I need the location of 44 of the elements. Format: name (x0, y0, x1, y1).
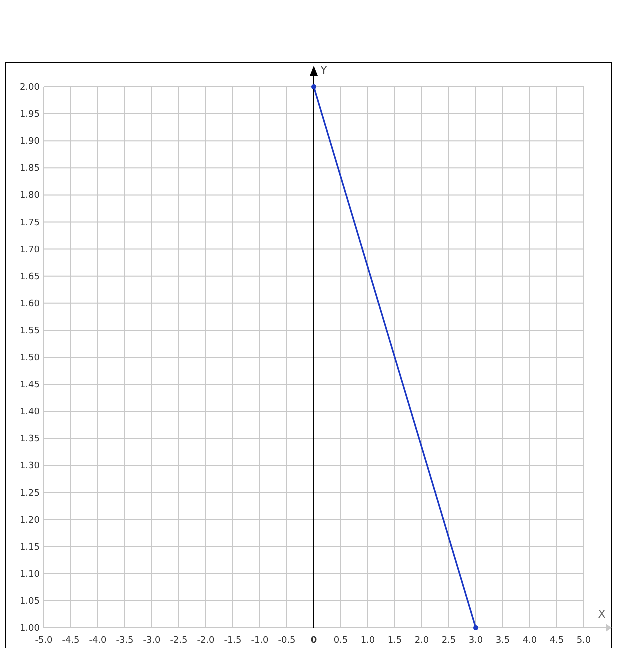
x-tick-label: -3.0 (143, 636, 162, 646)
x-tick-label: 0 (310, 636, 318, 646)
y-tick-label: 1.00 (20, 624, 40, 634)
y-tick-label: 1.75 (20, 218, 40, 228)
y-tick-label: 1.85 (20, 164, 40, 174)
x-tick-label: 4.0 (522, 636, 538, 646)
x-tick-label: -1.5 (224, 636, 242, 646)
x-tick-label: -1.0 (251, 636, 270, 646)
x-tick-label: 2.0 (414, 636, 430, 646)
y-tick-label: 1.60 (20, 299, 40, 310)
y-tick-label: 1.35 (20, 434, 40, 445)
x-tick-label: 2.5 (442, 636, 456, 646)
x-tick-label: -2.5 (170, 636, 188, 646)
x-tick-label: -0.5 (278, 636, 296, 646)
y-tick-label: 1.30 (20, 462, 40, 472)
y-tick-label: 1.25 (20, 488, 40, 499)
y-tick-label: 1.15 (20, 542, 40, 553)
x-tick-label: 0.5 (334, 636, 348, 646)
y-tick-label: 1.05 (20, 596, 40, 607)
x-tick-label: 1.5 (388, 636, 402, 646)
x-tick-label: 5.0 (576, 636, 592, 646)
y-tick-label: 1.50 (20, 354, 40, 364)
y-tick-label: 1.65 (20, 272, 40, 282)
x-tick-label: -3.5 (116, 636, 134, 646)
y-tick-label: 1.20 (20, 516, 40, 526)
x-axis-title: X (598, 608, 606, 621)
y-tick-label: 1.45 (20, 380, 40, 391)
y-tick-label: 2.00 (20, 83, 40, 93)
x-tick-label: -5.0 (35, 636, 54, 646)
y-tick-label: 1.95 (20, 110, 40, 120)
x-tick-label: -4.5 (62, 636, 80, 646)
x-tick-label: -4.0 (89, 636, 108, 646)
y-tick-label: 1.70 (20, 245, 40, 256)
x-tick-label: 3.0 (468, 636, 484, 646)
y-axis-title: Y (320, 64, 328, 77)
y-tick-label: 1.90 (20, 137, 40, 148)
x-tick-label: -2.0 (197, 636, 216, 646)
y-tick-label: 1.40 (20, 408, 40, 418)
x-tick-label: 3.5 (496, 636, 510, 646)
y-tick-label: 1.10 (20, 570, 40, 580)
y-tick-label: 1.80 (20, 191, 40, 202)
x-tick-label: 1.0 (360, 636, 376, 646)
x-tick-label: 4.5 (550, 636, 564, 646)
y-tick-label: 1.55 (20, 326, 40, 336)
